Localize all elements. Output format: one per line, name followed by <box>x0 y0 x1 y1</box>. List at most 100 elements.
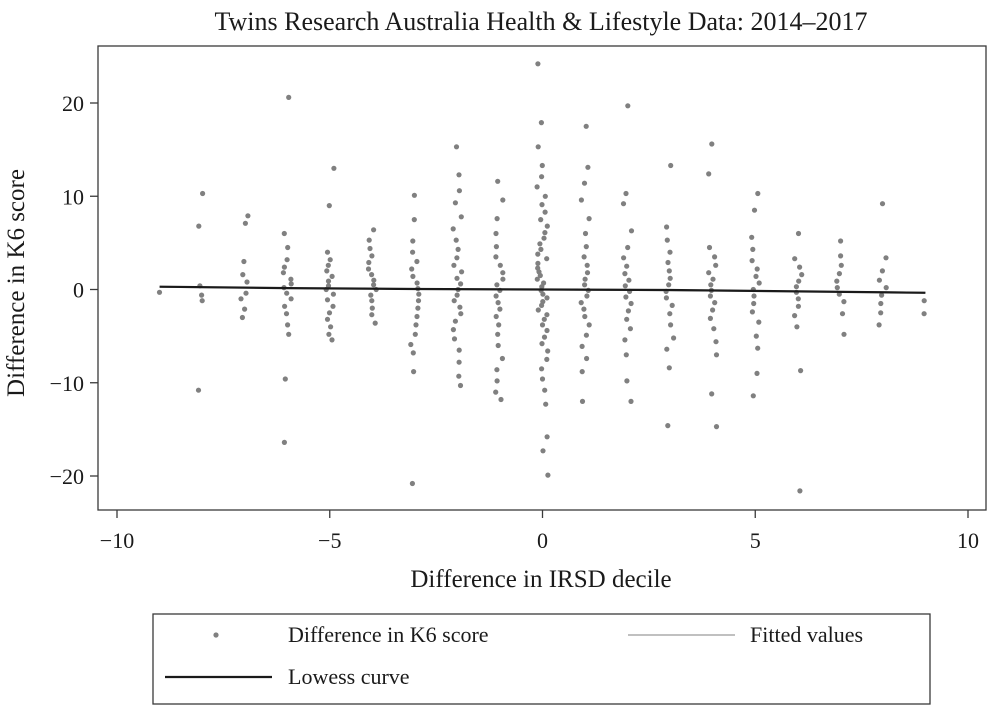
data-point <box>879 268 886 274</box>
data-point <box>412 331 418 337</box>
data-point <box>497 306 503 312</box>
data-point <box>838 238 844 244</box>
data-point <box>241 258 247 265</box>
data-point <box>324 297 331 303</box>
data-lines <box>159 285 926 294</box>
data-point <box>325 278 332 284</box>
data-point <box>622 271 628 277</box>
data-point <box>415 305 421 311</box>
data-point <box>542 209 548 215</box>
data-point <box>841 299 847 305</box>
data-point <box>756 319 762 325</box>
data-point <box>667 311 673 317</box>
data-point <box>366 237 372 243</box>
data-point <box>454 292 460 298</box>
data-point <box>878 300 884 307</box>
data-point <box>286 94 292 100</box>
data-point <box>541 316 547 322</box>
data-point <box>623 352 629 358</box>
y-tick-label: −10 <box>50 371 84 396</box>
x-axis: −10 −5 0 5 10 <box>100 510 979 553</box>
data-point <box>710 276 716 282</box>
data-point <box>243 290 249 296</box>
data-point <box>876 277 883 283</box>
data-point <box>369 305 375 311</box>
x-tick-label: 5 <box>750 528 761 553</box>
data-point <box>628 398 634 404</box>
data-point <box>539 341 545 347</box>
data-point <box>242 220 248 226</box>
x-tick-label: 10 <box>957 528 979 553</box>
lowess-curve-line <box>159 285 926 294</box>
data-point <box>841 331 847 337</box>
data-point <box>455 246 461 252</box>
data-point <box>196 223 202 229</box>
data-point <box>579 398 586 404</box>
data-point <box>586 322 592 328</box>
legend-label-k6: Difference in K6 score <box>288 622 489 647</box>
data-point <box>330 303 336 309</box>
data-point <box>288 276 294 282</box>
data-point <box>456 347 462 353</box>
data-point <box>454 275 460 281</box>
data-point <box>450 226 456 232</box>
data-point <box>537 272 543 279</box>
data-point <box>495 300 501 306</box>
data-point <box>756 280 762 286</box>
data-point <box>625 103 631 109</box>
data-point <box>542 387 548 393</box>
data-point <box>625 308 632 314</box>
data-point <box>365 266 372 272</box>
data-point <box>453 144 460 150</box>
data-point <box>497 262 503 268</box>
data-point <box>195 387 202 393</box>
data-point <box>621 255 627 261</box>
data-point <box>544 295 550 301</box>
data-point <box>328 324 334 330</box>
data-point <box>623 190 629 197</box>
data-point <box>578 197 585 203</box>
data-point <box>411 192 417 198</box>
data-point <box>713 262 719 268</box>
data-point <box>666 268 672 274</box>
data-point <box>620 201 627 207</box>
data-point <box>410 273 416 279</box>
data-point <box>883 255 889 261</box>
data-point <box>628 300 634 307</box>
data-point <box>544 223 550 229</box>
data-point <box>456 172 462 178</box>
data-point <box>408 341 414 348</box>
y-tick-label: −20 <box>50 464 84 489</box>
data-point <box>281 230 287 237</box>
data-point <box>754 266 760 272</box>
data-point <box>797 488 803 494</box>
data-point <box>199 292 205 298</box>
data-point <box>199 298 205 304</box>
y-tick-label: 20 <box>62 91 84 116</box>
data-point <box>282 376 288 382</box>
data-point <box>623 294 629 300</box>
data-point <box>624 263 630 269</box>
data-point <box>284 257 290 263</box>
data-point <box>539 162 545 169</box>
data-point <box>451 262 457 268</box>
data-point <box>542 193 548 199</box>
data-point <box>534 276 540 282</box>
data-point <box>664 224 670 230</box>
data-point <box>544 256 550 262</box>
data-point <box>834 285 840 291</box>
data-point <box>582 282 588 288</box>
data-point <box>545 472 551 478</box>
data-point <box>755 345 761 351</box>
data-point <box>535 251 541 257</box>
data-point <box>242 306 248 312</box>
data-point <box>414 313 420 320</box>
data-point <box>283 311 290 317</box>
data-point <box>839 311 846 317</box>
data-point <box>539 376 546 382</box>
data-point <box>792 256 798 262</box>
data-point <box>326 331 332 337</box>
data-point <box>541 235 547 241</box>
data-point <box>368 292 374 298</box>
data-point <box>709 391 715 397</box>
